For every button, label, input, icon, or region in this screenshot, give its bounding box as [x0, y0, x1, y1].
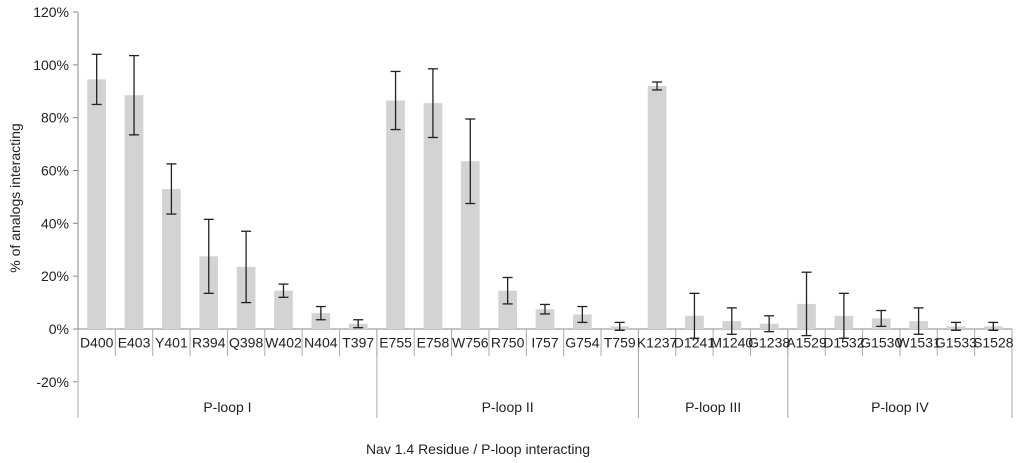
plot-area: -20% 0% 20% 40% 60% 80% 100% 120% P-loop I P-loop…	[33, 4, 1014, 418]
y-tick-label: 60%	[41, 163, 69, 179]
category-label: D1532	[823, 335, 864, 351]
bar	[386, 100, 405, 329]
bar	[311, 313, 331, 329]
group-label: P-loop IV	[871, 399, 929, 415]
category-label: N404	[304, 335, 338, 351]
group-label: P-loop III	[685, 399, 741, 415]
bar	[124, 95, 144, 330]
y-axis-title: % of analogs interacting	[7, 123, 23, 272]
y-tick-label: 0%	[49, 321, 69, 337]
category-label: T397	[342, 335, 374, 351]
category-label: W402	[265, 335, 302, 351]
category-label: T759	[604, 335, 636, 351]
category-label: G1533	[935, 335, 977, 351]
group-label: P-loop II	[482, 399, 534, 415]
category-label: E403	[118, 335, 151, 351]
category-label: Y401	[155, 335, 188, 351]
category-label: S1528	[973, 335, 1014, 351]
category-label: E758	[417, 335, 450, 351]
bar	[87, 79, 107, 329]
category-label: W1531	[896, 335, 941, 351]
y-tick-label: -20%	[36, 374, 69, 390]
category-label: A1529	[786, 335, 827, 351]
category-label: D1241	[674, 335, 715, 351]
group-label: P-loop I	[203, 399, 251, 415]
y-tick-label: 120%	[33, 4, 69, 20]
category-label: M1240	[710, 335, 753, 351]
category-label: R750	[491, 335, 525, 351]
category-label: G1238	[748, 335, 790, 351]
bar	[274, 290, 293, 329]
category-label: W756	[452, 335, 489, 351]
x-axis-title: Nav 1.4 Residue / P-loop interacting	[366, 441, 590, 457]
bar	[423, 103, 443, 329]
category-label: K1237	[637, 335, 678, 351]
category-label: G1530	[860, 335, 902, 351]
category-label: E755	[379, 335, 412, 351]
y-tick-label: 100%	[33, 57, 69, 73]
category-label: G754	[565, 335, 599, 351]
category-label: D400	[80, 335, 114, 351]
bar	[647, 85, 667, 329]
y-tick-label: 80%	[41, 110, 69, 126]
bar	[498, 290, 517, 329]
bar	[162, 188, 181, 329]
y-tick-label: 40%	[41, 215, 69, 231]
category-label: R394	[192, 335, 226, 351]
y-tick-label: 20%	[41, 268, 69, 284]
category-label: Q398	[229, 335, 263, 351]
category-label: I757	[531, 335, 558, 351]
